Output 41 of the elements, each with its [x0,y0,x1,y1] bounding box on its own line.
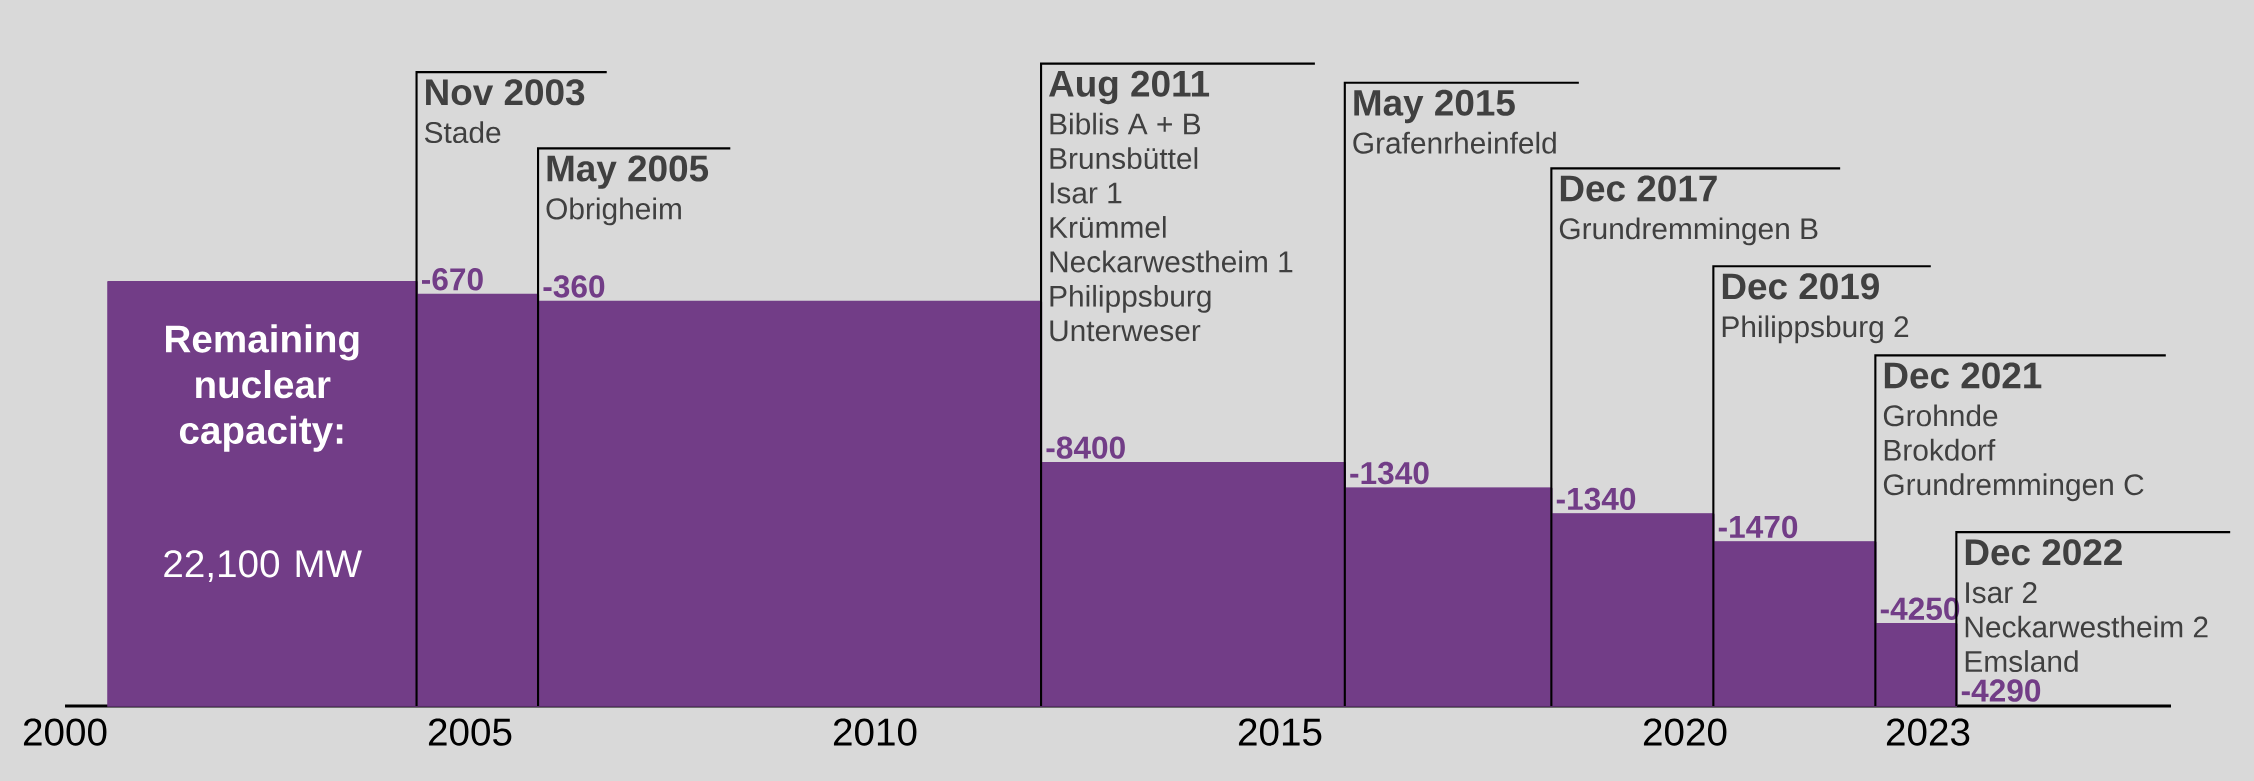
x-tick-label: 2010 [833,718,917,746]
ref-line-label: Aug 2011 [1049,70,1210,105]
annotation: Philippsburg [1050,284,1211,313]
ref-line-label: Dec 2022 [1965,539,2122,566]
text: Biblis A + B [1050,112,1201,135]
annotation: Isar 2 [1966,582,2037,604]
annotation: Philippsburg 2 [1722,315,1909,344]
annotation: Neckarwestheim 2 [1965,615,2208,638]
ref-line-label: Nov 2003 [426,79,585,106]
text: Brunsbüttel [1050,147,1198,170]
annotation: Brokdorf [1884,438,1996,461]
annotation: Remaining nuclear capacity: [166,324,359,452]
ref-line-label: May 2015 [1354,89,1515,124]
ref-line-label: Dec 2019 [1722,273,1879,300]
annotation: 22,100 MW [164,550,362,583]
text: Stade [424,121,501,144]
x-tick-label: 2015 [1238,718,1322,746]
ref-line-label: May 2005 [547,155,709,189]
text: Neckarwestheim 1 [1050,250,1293,273]
annotation: -1470 [1718,515,1798,539]
x-tick-label: 2000 [23,718,107,746]
x-tick-label: 2020 [1643,718,1727,746]
text: Krümmel [1050,216,1166,238]
x-tick-label: 2005 [428,718,512,746]
text: Grundremmingen B [1559,217,1818,246]
annotation: Emsland [1965,650,2078,673]
text: Obrigheim [546,197,681,226]
annotation: -1340 [1350,461,1429,485]
annotation: -8400 [1046,436,1125,459]
text: Isar 1 [1050,182,1122,204]
x-tick-label: 2023 [1886,718,1970,746]
ref-line-label: Dec 2017 [1560,175,1717,202]
annotation: Grohnde [1883,404,1998,427]
ref-line-label: Dec 2021 [1884,362,2042,389]
annotation: -670 [421,268,483,291]
annotation: -1340 [1556,487,1636,511]
text: Grafenrheinfeld [1353,131,1556,154]
annotation: -4290 [1961,679,2041,702]
annotation: -360 [543,275,605,298]
annotation: Unterweser [1050,320,1201,342]
annotation: Grundremmingen C [1883,473,2144,502]
